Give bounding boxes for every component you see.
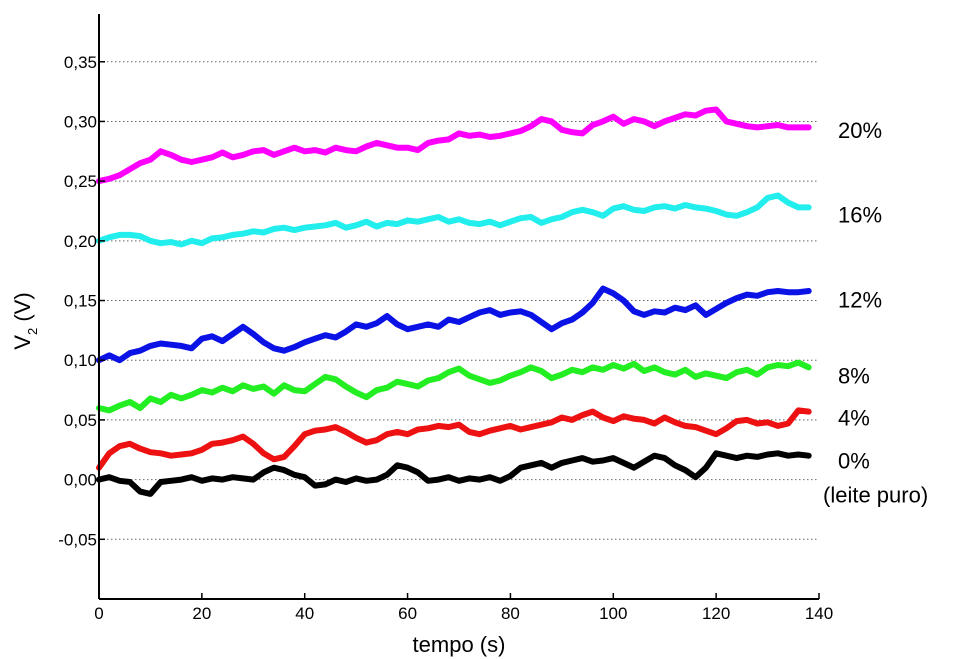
y-tick-label: -0,05 bbox=[58, 530, 97, 549]
x-tick-label: 140 bbox=[805, 604, 833, 623]
x-tick-label: 120 bbox=[702, 604, 730, 623]
series-line bbox=[96, 359, 812, 414]
y-tick-label: 0,00 bbox=[64, 471, 97, 490]
y-tick-label: 0,30 bbox=[64, 112, 97, 131]
series-line bbox=[96, 407, 812, 471]
series-label: (leite puro) bbox=[823, 483, 928, 508]
y-axis-title: V2 (V) bbox=[10, 292, 40, 349]
series-label: 20% bbox=[838, 118, 882, 143]
y-axis-title-unit: (V) bbox=[10, 292, 35, 327]
series-label: 8% bbox=[838, 364, 870, 389]
y-tick-label: 0,35 bbox=[64, 53, 97, 72]
axes bbox=[98, 14, 820, 600]
series-line bbox=[96, 450, 812, 497]
series-line bbox=[96, 192, 812, 248]
x-tick-label: 80 bbox=[501, 604, 520, 623]
series-line bbox=[96, 285, 812, 364]
y-axis-title-main: V bbox=[10, 335, 35, 350]
plot-area bbox=[96, 106, 812, 497]
x-tick-labels: 0 20 40 60 80 100 120 140 bbox=[94, 604, 833, 623]
x-axis-title: tempo (s) bbox=[413, 632, 506, 657]
x-tick-label: 100 bbox=[599, 604, 627, 623]
y-tick-label: 0,20 bbox=[64, 232, 97, 251]
y-tick-label: 0,25 bbox=[64, 172, 97, 191]
x-tick-label: 40 bbox=[295, 604, 314, 623]
series-label: 4% bbox=[838, 406, 870, 431]
x-tick-label: 60 bbox=[398, 604, 417, 623]
y-tick-label: 0,10 bbox=[64, 351, 97, 370]
series-label: 12% bbox=[838, 287, 882, 312]
y-tick-labels: -0,05 0,00 0,05 0,10 0,15 0,20 0,25 0,30 0,35 bbox=[58, 53, 97, 550]
series-label: 16% bbox=[838, 203, 882, 228]
y-axis-title-subscript: 2 bbox=[25, 328, 40, 335]
x-tick-label: 0 bbox=[94, 604, 103, 623]
x-tick-label: 20 bbox=[192, 604, 211, 623]
y-tick-label: 0,15 bbox=[64, 292, 97, 311]
y-tick-label: 0,05 bbox=[64, 411, 97, 430]
series-line bbox=[96, 106, 812, 185]
series-label: 0% bbox=[838, 449, 870, 474]
series-labels: 20% 16% 12% 8% 4% 0% (leite puro) bbox=[823, 118, 928, 508]
